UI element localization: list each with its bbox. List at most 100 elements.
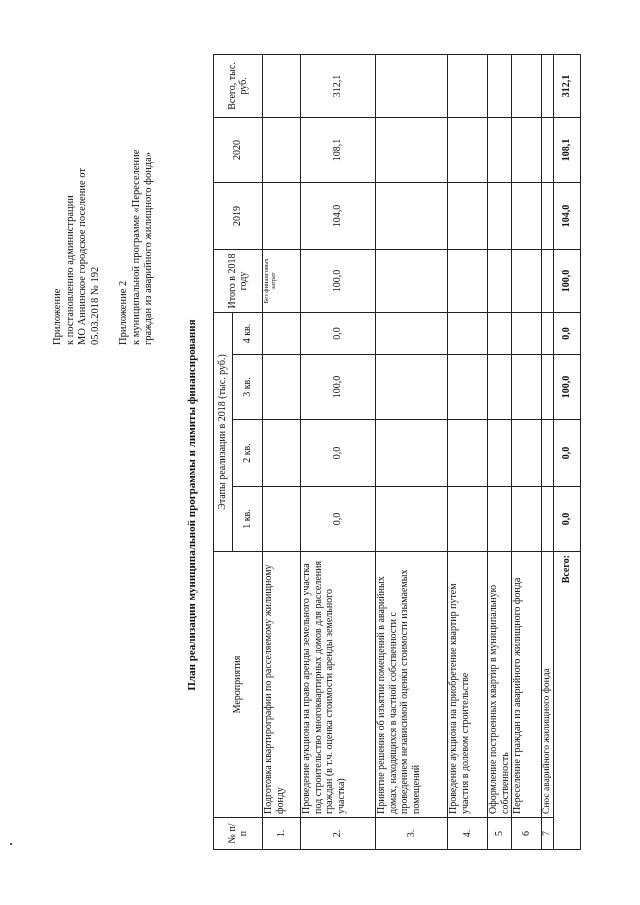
cell-2020: 108,1 [553,117,581,183]
cell-total-2018 [511,249,542,313]
cell-q2: 0,0 [300,419,376,487]
col-header-q1: 1 кв. [232,486,263,552]
header-row: № п/п Мероприятия Этапы реализации в 201… [213,54,263,850]
header-line: к муниципальной программе «Переселение [130,149,142,345]
col-header-event: Мероприятия [213,551,263,818]
col-header-no: № п/п [213,817,263,850]
cell-q4 [541,312,554,355]
header-line: граждан из аварийного жилищного фонда» [143,151,154,345]
cell-q3 [541,354,554,420]
cell-q4: 0,0 [553,312,581,355]
table-row: 3. Принятие решения об изъятии помещений … [375,54,448,850]
cell-2020 [447,117,488,183]
cell-event: Снос аварийного жилищного фонда [541,551,554,818]
cell-total [487,54,512,118]
cell-q2 [541,419,554,487]
col-header-2019: 2019 [213,182,263,250]
cell-q2: 0,0 [553,419,581,487]
cell-2019 [375,182,448,250]
cell-total [262,54,301,118]
col-header-q3: 3 кв. [232,354,263,420]
cell-2019: 104,0 [553,182,581,250]
cell-total [511,54,542,118]
cell-total-2018 [541,249,554,313]
cell-q4: 0,0 [300,312,376,355]
cell-event: Проведение аукциона на приобретение квар… [447,551,488,818]
header-line: к постановлению администрации [64,195,76,345]
cell-q2 [262,419,301,487]
cell-no: 6 [511,817,542,850]
cell-total-2018: 100,0 [300,249,376,313]
cell-event: Подготовка квартирографии по расселяемом… [262,551,301,818]
cell-event: Проведение аукциона на право аренды земе… [300,551,376,818]
cell-2019 [541,182,554,250]
table-row: 7 Снос аварийного жилищного фонда [541,54,554,850]
cell-2019 [487,182,512,250]
cell-q3 [262,354,301,420]
table-row: 6 Переселение граждан из аварийного жилищ… [511,54,542,850]
header-line: МО Аннинское городское поселение от [77,168,88,345]
cell-total [447,54,488,118]
table-row: 5 Оформление построенных квартир в муници… [487,54,512,850]
cell-2020 [375,117,448,183]
cell-event: Переселение граждан из аварийного жилищн… [511,551,542,818]
cell-q3 [511,354,542,420]
cell-2019: 104,0 [300,182,376,250]
cell-q1 [262,486,301,552]
cell-2020 [541,117,554,183]
cell-q1 [511,486,542,552]
cell-no: 4. [447,817,488,850]
cell-q4 [262,312,301,355]
cell-no: 1. [262,817,301,850]
cell-2019 [447,182,488,250]
cell-q3 [375,354,448,420]
appendix-header-program: Приложение 2 к муниципальной программе «… [118,150,156,345]
cell-event: Принятие решения об изъятии помещений в … [375,551,448,818]
cell-q4 [511,312,542,355]
table-row: 4. Проведение аукциона на приобретение кв… [447,54,488,850]
cell-q1 [447,486,488,552]
cell-q4 [447,312,488,355]
cell-q2 [487,419,512,487]
cell-q1 [487,486,512,552]
cell-q2 [375,419,448,487]
header-line: Приложение [52,288,63,345]
cell-no: 5 [487,817,512,850]
cell-q1: 0,0 [300,486,376,552]
financing-table: № п/п Мероприятия Этапы реализации в 201… [213,54,581,850]
scan-speck [10,843,12,845]
cell-no: 2. [300,817,376,850]
header-line: Приложение 2 [118,280,129,345]
page-title: План реализации муниципальной программы … [186,319,198,691]
col-header-q4: 4 кв. [232,312,263,355]
cell-total-2018: 100,0 [553,249,581,313]
cell-q4 [487,312,512,355]
col-header-total-2018: Итого в 2018 году [213,249,263,313]
cell-2020: 108,1 [300,117,376,183]
cell-total [541,54,554,118]
col-header-stages: Этапы реализации в 2018 (тыс. руб.) [213,312,233,552]
cell-q2 [447,419,488,487]
cell-2020 [511,117,542,183]
col-header-q2: 2 кв. [232,419,263,487]
col-header-total: Всего, тыс. руб. [213,54,263,118]
cell-2019 [511,182,542,250]
table-row: 1. Подготовка квартирографии по расселяем… [262,54,301,850]
cell-q2 [511,419,542,487]
cell-2020 [487,117,512,183]
cell-q3 [487,354,512,420]
cell-q1: 0,0 [553,486,581,552]
col-header-2020: 2020 [213,117,263,183]
cell-no: 3. [375,817,448,850]
cell-2019 [262,182,301,250]
appendix-header-decree: Приложение к постановлению администрации… [52,168,102,345]
header-line: 05.03.2018 № 192 [89,266,101,345]
totals-label: Всего: [553,551,581,850]
cell-total-2018 [375,249,448,313]
cell-no: 7 [541,817,554,850]
totals-row: Всего: 0,0 0,0 100,0 0,0 100,0 104,0 108… [553,54,581,850]
cell-total-2018: Без финансовых затрат [262,249,301,313]
cell-q4 [375,312,448,355]
cell-event: Оформление построенных квартир в муницип… [487,551,512,818]
